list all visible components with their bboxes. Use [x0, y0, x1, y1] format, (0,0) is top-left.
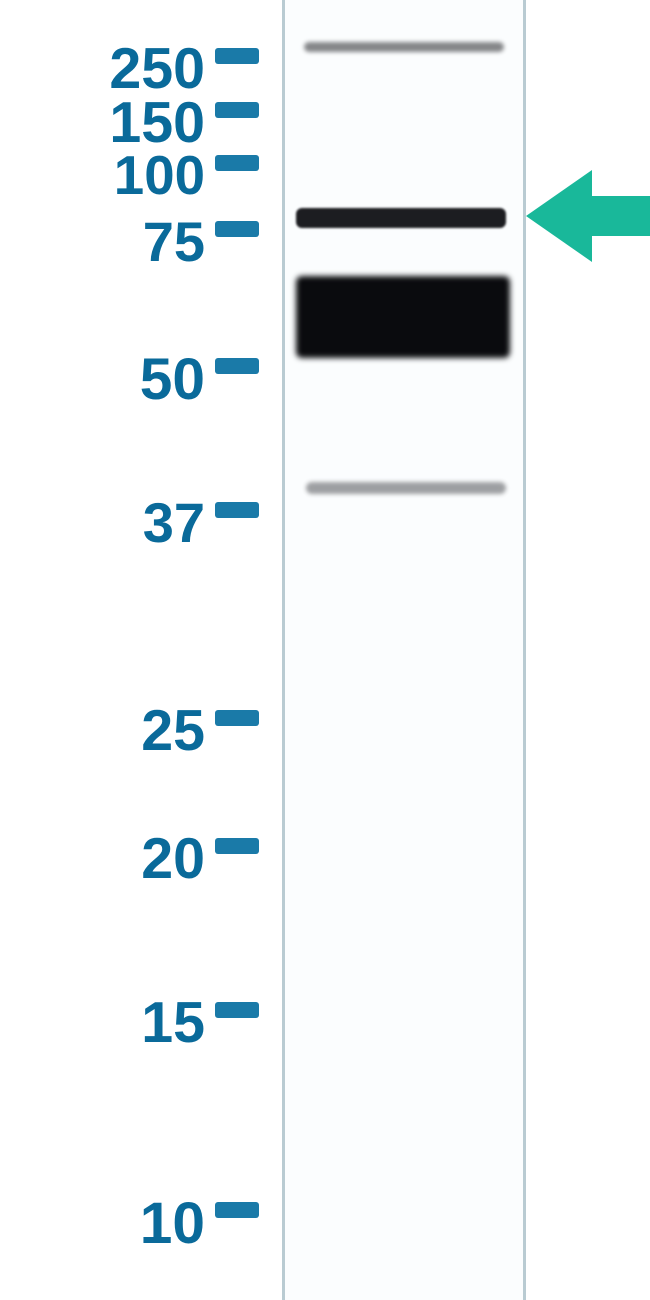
marker-label-10: 10 [140, 1190, 205, 1257]
marker-label-15: 15 [141, 990, 205, 1056]
marker-tick-icon [215, 710, 259, 726]
marker-tick-icon [215, 155, 259, 171]
band-37 [306, 482, 506, 494]
marker-label-100: 100 [114, 144, 205, 207]
marker-tick-icon [215, 1202, 259, 1218]
arrow-head-icon [526, 170, 592, 262]
marker-tick-icon [215, 48, 259, 64]
marker-tick-icon [215, 221, 259, 237]
marker-tick-icon [215, 102, 259, 118]
band-75-target [296, 208, 506, 228]
marker-tick-icon [215, 502, 259, 518]
marker-tick-icon [215, 838, 259, 854]
blot-figure: 250 150 100 75 50 37 25 20 15 10 [0, 0, 650, 1300]
marker-label-50: 50 [140, 346, 205, 413]
band-250 [304, 42, 504, 52]
marker-tick-icon [215, 358, 259, 374]
marker-label-20: 20 [141, 826, 205, 892]
band-55-main [296, 276, 510, 358]
marker-tick-icon [215, 1002, 259, 1018]
marker-label-75: 75 [143, 209, 205, 274]
marker-label-25: 25 [141, 698, 205, 764]
marker-label-37: 37 [143, 490, 205, 555]
arrow-stem-icon [592, 196, 650, 236]
blot-lane [282, 0, 526, 1300]
